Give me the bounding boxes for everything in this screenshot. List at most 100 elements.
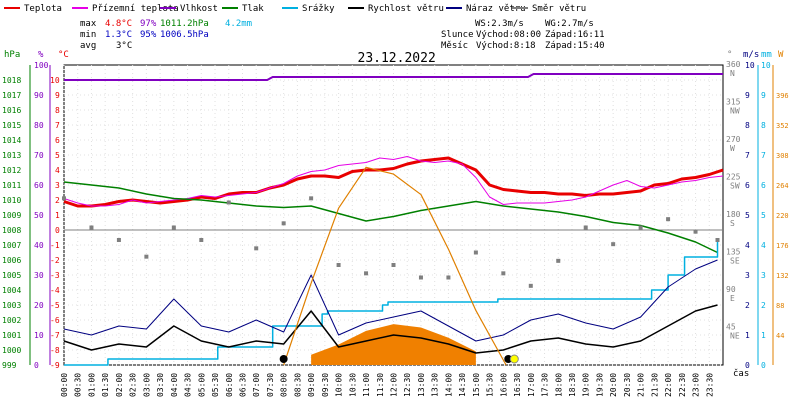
- x-tick-label: 20:30: [623, 373, 632, 397]
- mm-tick-label: 5: [761, 211, 766, 220]
- dir-tick-label: 225: [726, 173, 741, 182]
- dir-point: [336, 263, 341, 267]
- x-tick-label: 21:00: [637, 373, 646, 397]
- w-tick-label: 132: [776, 272, 789, 280]
- x-tick-label: 11:00: [362, 373, 371, 397]
- dir-tick-label: 135: [726, 248, 741, 257]
- temp-tick-label: 1: [55, 211, 60, 220]
- w-tick-label: 220: [776, 212, 789, 220]
- x-tick-label: 19:30: [595, 373, 604, 397]
- dir-point: [446, 275, 451, 280]
- w-tick-label: 352: [776, 122, 789, 130]
- stats-max-label: max: [80, 19, 97, 29]
- dir-point: [638, 225, 643, 230]
- pct-tick-label: 70: [34, 151, 44, 160]
- unit-hpa: hPa: [4, 50, 20, 60]
- x-tick-label: 16:00: [499, 373, 508, 397]
- dir-point: [715, 238, 720, 242]
- dir-name-label: NE: [730, 332, 740, 341]
- ms-tick-label: 10: [745, 61, 755, 70]
- hpa-tick-label: 1017: [2, 91, 21, 100]
- w-tick-label: 88: [776, 302, 784, 310]
- x-tick-label: 16:30: [513, 373, 522, 397]
- x-axis-label: čas: [733, 368, 749, 379]
- hpa-tick-label: 1014: [2, 136, 21, 145]
- series-line-temp: [63, 156, 724, 208]
- x-tick-label: 22:00: [664, 373, 673, 397]
- legend-label-wind: Rychlost větru: [368, 4, 444, 14]
- hpa-tick-label: 1007: [2, 241, 21, 250]
- mm-tick-label: 6: [761, 181, 766, 190]
- x-tick-label: 02:00: [115, 373, 124, 397]
- unit-ms: m/s: [743, 50, 759, 60]
- dir-point: [611, 242, 616, 247]
- hpa-tick-label: 1006: [2, 256, 21, 265]
- pct-tick-label: 60: [34, 181, 44, 190]
- x-tick-label: 06:00: [225, 373, 234, 397]
- dir-point: [144, 254, 149, 259]
- unit-mm: mm: [761, 50, 772, 60]
- series-line-hum: [64, 73, 723, 81]
- dir-point: [666, 217, 671, 222]
- x-tick-label: 13:00: [417, 373, 426, 397]
- dir-point: [281, 221, 286, 226]
- pct-tick-label: 40: [34, 241, 44, 250]
- unit-labels: hPa % °C ° m/s mm W čas: [4, 50, 784, 379]
- hpa-tick-label: 1012: [2, 166, 21, 175]
- pct-tick-label: 0: [34, 361, 39, 370]
- x-tick-label: 17:00: [527, 373, 536, 397]
- dir-tick-label: 270: [726, 135, 741, 144]
- info-moon-label: Měsíc: [441, 41, 468, 51]
- info-moon-rise: Východ:8:18: [476, 41, 536, 51]
- legend-label-hum: Vlhkost: [180, 4, 218, 14]
- pct-tick-label: 30: [34, 271, 44, 280]
- x-tick-label: 03:30: [156, 373, 165, 397]
- mm-tick-label: 4: [761, 241, 766, 250]
- legend-label-feel: Přízemní teplota: [92, 4, 179, 14]
- x-tick-label: 01:30: [101, 373, 110, 397]
- temp-tick-label: 6: [55, 136, 60, 145]
- solar-bars: [311, 324, 476, 365]
- x-tick-label: 01:00: [87, 373, 96, 397]
- mm-tick-label: 0: [761, 361, 766, 370]
- hpa-tick-label: 1001: [2, 331, 21, 340]
- mm-tick-label: 10: [761, 61, 771, 70]
- x-tick-label: 18:30: [568, 373, 577, 397]
- ms-tick-label: 5: [745, 211, 750, 220]
- ms-tick-label: 9: [745, 91, 750, 100]
- x-tick-label: 22:30: [678, 373, 687, 397]
- hpa-tick-label: 1008: [2, 226, 21, 235]
- ms-tick-label: 1: [745, 331, 750, 340]
- hpa-tick-label: 1004: [2, 286, 21, 295]
- temp-tick-label: 4: [55, 166, 60, 175]
- temp-tick-label: 5: [55, 151, 60, 160]
- dir-point: [199, 238, 204, 242]
- temp-tick-label: -8: [50, 346, 60, 355]
- temp-tick-label: -3: [50, 271, 60, 280]
- ms-tick-label: 8: [745, 121, 750, 130]
- pct-tick-label: 80: [34, 121, 44, 130]
- x-tick-label: 10:30: [348, 373, 357, 397]
- chart-title: 23.12.2022: [358, 51, 436, 66]
- ms-tick-label: 6: [745, 181, 750, 190]
- dir-point: [171, 225, 176, 230]
- dir-name-label: S: [730, 219, 735, 228]
- info-sun-set: Západ:16:11: [545, 30, 605, 40]
- mm-tick-label: 3: [761, 271, 766, 280]
- unit-dir: °: [727, 50, 732, 60]
- dir-point: [116, 238, 121, 242]
- temp-tick-label: -2: [50, 256, 60, 265]
- hpa-tick-label: 1009: [2, 211, 21, 220]
- stats-table: max 4.8°C 97% 1011.2hPa 4.2mm min 1.3°C …: [80, 19, 252, 51]
- pct-tick-label: 50: [34, 211, 44, 220]
- stats-avg-label: avg: [80, 41, 96, 51]
- mm-tick-label: 9: [761, 91, 766, 100]
- plot-area: [63, 64, 724, 366]
- x-tick-label: 07:00: [252, 373, 261, 397]
- sunset-marker: [504, 355, 513, 363]
- temp-tick-label: -1: [50, 241, 60, 250]
- x-tick-label: 08:00: [280, 373, 289, 397]
- dir-name-label: N: [730, 69, 735, 78]
- moon-marker: [509, 354, 519, 364]
- dir-point: [418, 275, 423, 280]
